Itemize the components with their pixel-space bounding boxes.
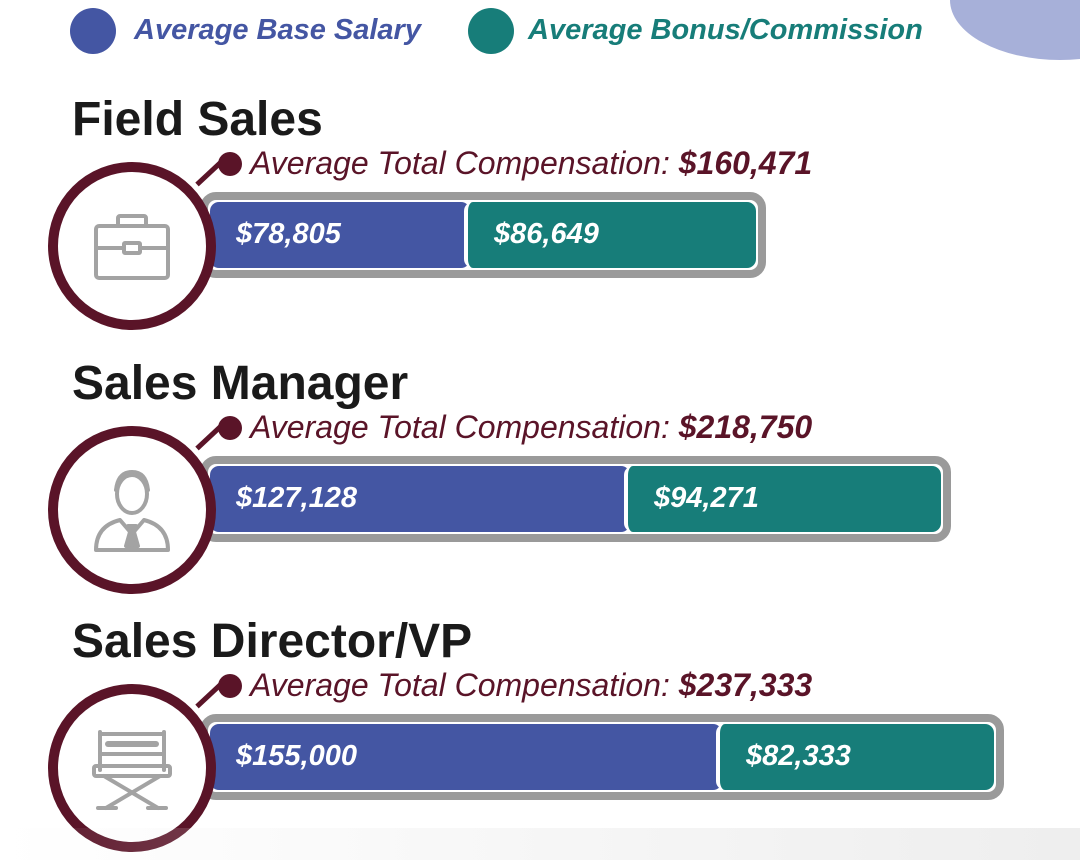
- bar-label-bonus: $94,271: [654, 482, 759, 514]
- chart-legend: Average Base Salary Average Bonus/Commis…: [0, 0, 1080, 60]
- role-title: Sales Director/VP: [72, 615, 473, 668]
- total-compensation-value: $237,333: [678, 667, 813, 703]
- role-sales-director-vp: Sales Director/VP Average Total Compensa…: [0, 614, 1080, 854]
- role-title: Sales Manager: [72, 357, 409, 410]
- leader-dot: [218, 416, 242, 440]
- total-compensation-value: $160,471: [678, 145, 813, 181]
- role-title: Field Sales: [72, 93, 323, 146]
- director-chair-icon: [92, 730, 172, 810]
- bar-segment-base-salary: $78,805: [210, 202, 470, 268]
- bar-label-base-salary: $155,000: [236, 740, 357, 772]
- bar-label-base-salary: $127,128: [236, 482, 357, 514]
- total-compensation-prefix: Average Total Compensation:: [250, 667, 679, 703]
- total-compensation-line: Average Total Compensation: $218,750: [250, 408, 812, 446]
- bar-label-base-salary: $78,805: [236, 218, 341, 250]
- total-compensation-prefix: Average Total Compensation:: [250, 409, 679, 445]
- bar-segment-bonus: $82,333: [716, 724, 994, 790]
- bar-segment-bonus: $86,649: [464, 202, 756, 268]
- legend-swatch-bonus: [468, 8, 514, 54]
- briefcase-icon: [94, 214, 170, 280]
- leader-dot: [218, 674, 242, 698]
- total-compensation-line: Average Total Compensation: $160,471: [250, 144, 812, 182]
- legend-swatch-base-salary: [70, 8, 116, 54]
- stacked-bar: $78,805 $86,649: [210, 202, 756, 268]
- bar-segment-base-salary: $127,128: [210, 466, 630, 532]
- bar-label-bonus: $86,649: [494, 218, 599, 250]
- role-sales-manager: Sales Manager Average Total Compensation…: [0, 356, 1080, 596]
- businessman-icon: [94, 470, 170, 552]
- role-icon-badge: [48, 426, 216, 594]
- role-icon-badge: [48, 162, 216, 330]
- legend-label-base-salary: Average Base Salary: [134, 14, 421, 46]
- stacked-bar: $127,128 $94,271: [210, 466, 941, 532]
- legend-label-bonus: Average Bonus/Commission: [528, 14, 923, 46]
- role-icon-badge: [48, 684, 216, 852]
- bottom-fade: [0, 828, 1080, 860]
- total-compensation-value: $218,750: [678, 409, 813, 445]
- bar-segment-base-salary: $155,000: [210, 724, 722, 790]
- total-compensation-line: Average Total Compensation: $237,333: [250, 666, 812, 704]
- role-field-sales: Field Sales Average Total Compensation: …: [0, 92, 1080, 332]
- stacked-bar: $155,000 $82,333: [210, 724, 994, 790]
- bar-label-bonus: $82,333: [746, 740, 851, 772]
- leader-dot: [218, 152, 242, 176]
- total-compensation-prefix: Average Total Compensation:: [250, 145, 679, 181]
- bar-segment-bonus: $94,271: [624, 466, 941, 532]
